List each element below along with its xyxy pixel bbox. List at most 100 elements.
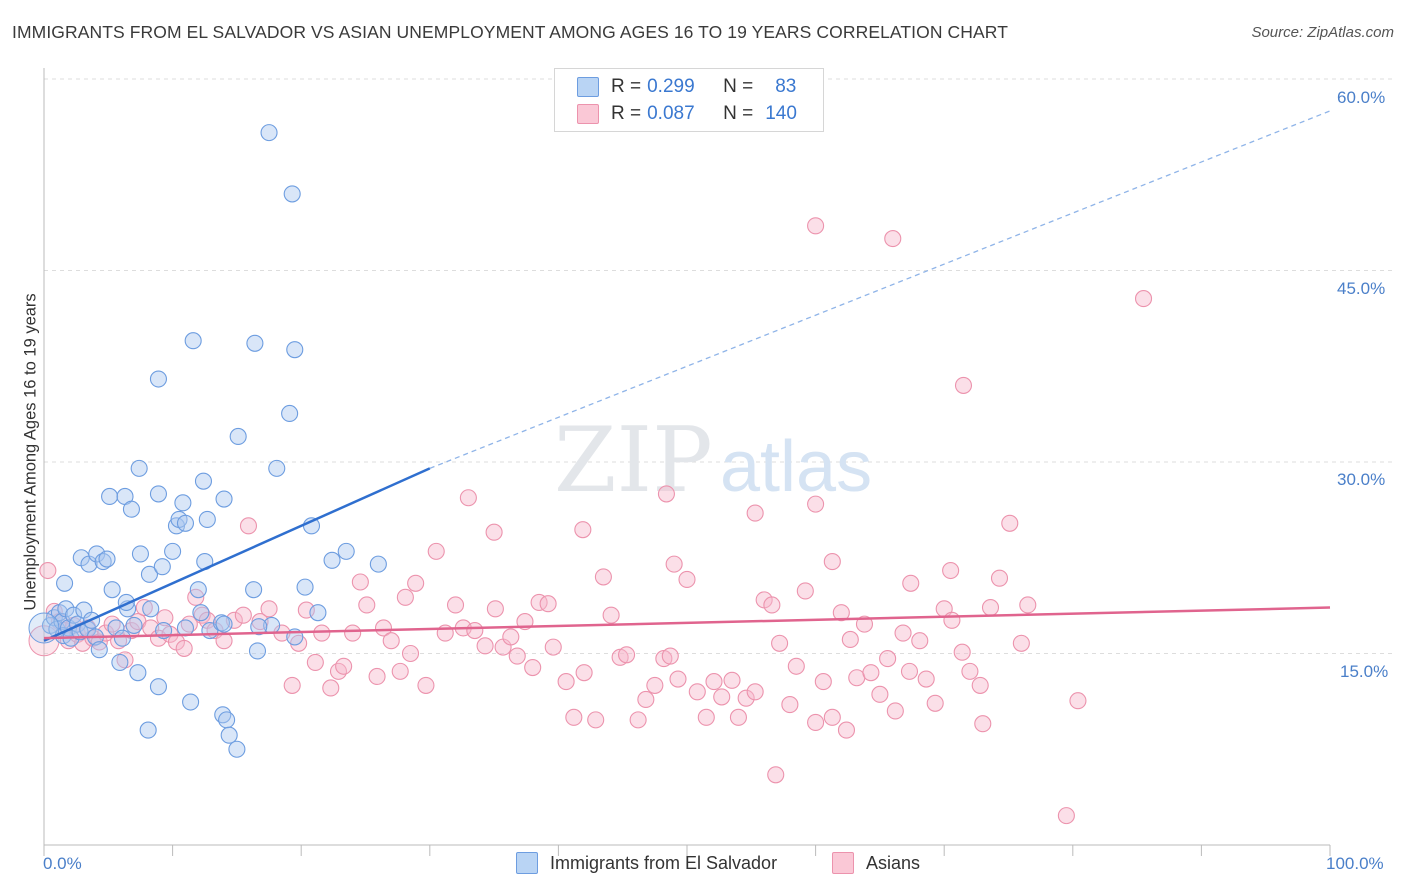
scatter-point	[665, 555, 683, 573]
asians-points	[28, 217, 1153, 825]
scatter-point	[184, 332, 202, 350]
scatter-point	[174, 494, 192, 512]
r-label: R =	[611, 103, 642, 124]
scatter-point	[1001, 514, 1019, 532]
scatter-point	[446, 596, 465, 614]
scatter-point	[661, 647, 679, 665]
scatter-point	[286, 341, 304, 359]
y-axis-label: Unemployment Among Ages 16 to 19 years	[21, 293, 40, 611]
scatter-point	[220, 726, 238, 744]
scatter-point	[669, 670, 687, 688]
blue-swatch-icon	[516, 852, 538, 874]
scatter-point	[746, 683, 764, 701]
scatter-point	[368, 667, 386, 686]
y-tick-label: 45.0%	[1337, 279, 1386, 298]
legend-item-el-salvador[interactable]: Immigrants from El Salvador	[516, 852, 777, 874]
scatter-point	[313, 624, 331, 642]
scatter-point	[459, 489, 477, 507]
correlation-stats-box: R = 0.299 N = 83 R = 0.087 N = 140	[554, 68, 824, 132]
scatter-point	[574, 521, 592, 539]
scatter-point	[329, 662, 348, 680]
scatter-point	[175, 639, 193, 657]
scatter-point	[283, 185, 301, 203]
scatter-point	[974, 715, 992, 733]
scatter-point	[886, 702, 904, 720]
scatter-point	[239, 517, 258, 535]
n-value: 83	[775, 76, 797, 97]
scatter-point	[248, 642, 267, 660]
el-salvador-points	[28, 124, 387, 758]
scatter-point	[486, 600, 504, 618]
axes	[43, 68, 1331, 856]
scatter-point	[990, 569, 1009, 587]
scatter-point	[917, 670, 935, 688]
scatter-point	[113, 629, 131, 647]
scatter-point	[39, 561, 57, 580]
scatter-point	[943, 611, 961, 629]
scatter-point	[281, 404, 299, 423]
scatter-point	[427, 542, 445, 560]
scatter-point	[182, 693, 200, 711]
scatter-point	[841, 630, 859, 649]
scatter-point	[401, 644, 420, 663]
legend-label: Asians	[866, 852, 921, 873]
chart-title: IMMIGRANTS FROM EL SALVADOR VS ASIAN UNE…	[12, 22, 1009, 42]
watermark-atlas: atlas	[720, 427, 872, 507]
scatter-point-large	[28, 612, 60, 644]
r-value: 0.087	[647, 103, 695, 124]
scatter-point	[508, 647, 526, 665]
scatter-point	[894, 624, 912, 642]
scatter-point	[678, 570, 696, 589]
scatter-point	[90, 641, 108, 659]
scatter-point	[539, 595, 557, 613]
scatter-point	[351, 573, 369, 591]
pink-swatch-icon	[577, 104, 599, 124]
scatter-point	[417, 676, 435, 694]
scatter-point	[900, 662, 919, 680]
y-tick-label: 15.0%	[1340, 662, 1389, 681]
scatter-point	[250, 618, 268, 636]
scatter-point	[396, 588, 414, 606]
scatter-point	[225, 611, 243, 629]
scatter-point	[306, 653, 324, 671]
scatter-point	[140, 565, 159, 583]
n-label: N =	[723, 76, 754, 97]
scatter-point	[1019, 596, 1037, 614]
scatter-point	[215, 615, 233, 633]
scatter-point	[807, 495, 825, 513]
scatter-point	[391, 662, 409, 680]
scatter-point	[139, 721, 157, 739]
legend-item-asians[interactable]: Asians	[832, 852, 920, 874]
gridlines	[44, 78, 1394, 654]
scatter-point	[369, 555, 387, 573]
scatter-point	[260, 600, 278, 618]
scatter-point	[192, 604, 210, 622]
scatter-point	[283, 676, 301, 694]
scatter-point	[374, 619, 393, 637]
scatter-point	[323, 551, 341, 569]
scatter-point	[111, 653, 129, 671]
scatter-point	[382, 632, 400, 650]
scatter-point	[879, 650, 897, 668]
scatter-point	[344, 624, 362, 642]
scatter-point	[156, 609, 174, 627]
scatter-point	[103, 581, 121, 599]
y-tick-label: 30.0%	[1337, 470, 1386, 489]
n-value: 140	[765, 103, 797, 124]
scatter-point	[796, 582, 814, 600]
scatter-point	[926, 694, 944, 712]
r-value: 0.299	[647, 76, 695, 97]
scatter-point	[142, 600, 160, 618]
scatter-point	[637, 690, 655, 709]
scatter-point	[771, 634, 789, 652]
scatter-point	[260, 124, 278, 142]
scatter-point	[101, 487, 119, 506]
scatter-point	[189, 581, 207, 599]
scatter-point	[358, 596, 376, 614]
scatter-point	[557, 673, 575, 691]
scatter-point	[848, 669, 866, 687]
scatter-point	[823, 553, 841, 571]
scatter-point	[871, 685, 889, 703]
scatter-point	[524, 658, 542, 677]
pink-swatch-icon	[832, 852, 854, 874]
